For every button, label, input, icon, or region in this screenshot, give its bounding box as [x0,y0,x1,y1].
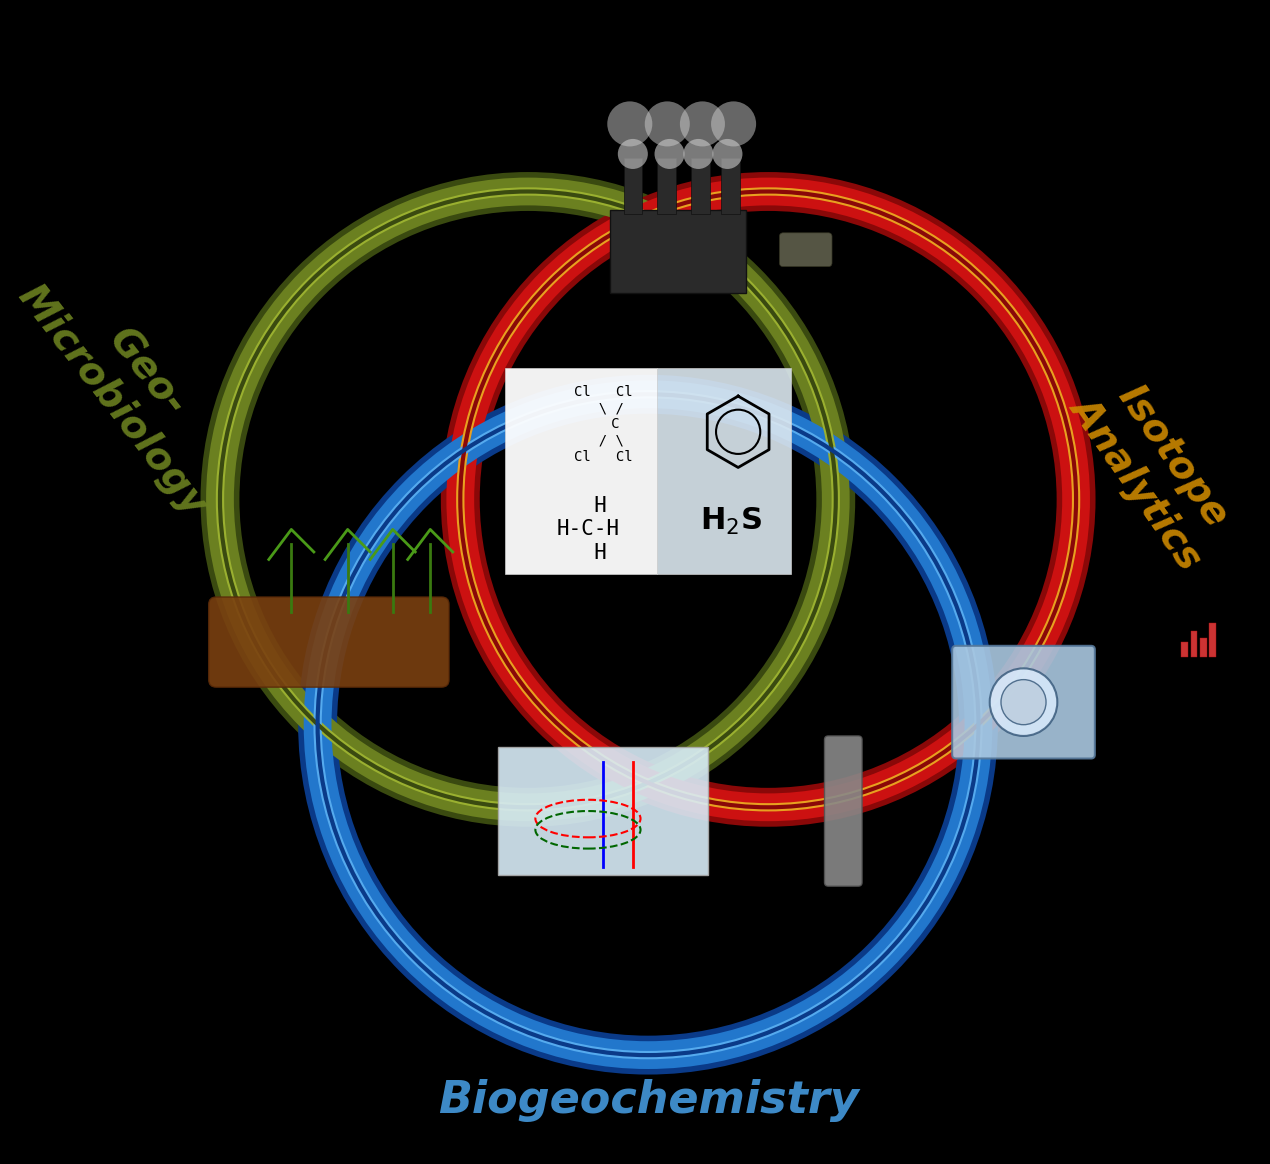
Circle shape [645,101,690,147]
FancyBboxPatch shape [657,368,791,575]
FancyBboxPatch shape [658,157,676,214]
FancyBboxPatch shape [1190,631,1198,658]
FancyBboxPatch shape [721,157,740,214]
Circle shape [1001,680,1046,725]
Text: Geo-
Microbiology: Geo- Microbiology [10,250,249,523]
Circle shape [616,139,645,169]
Text: H$_2$S: H$_2$S [700,506,762,538]
Circle shape [989,668,1058,736]
Text: Cl   Cl
  \ /
   C
  / \
Cl   Cl: Cl Cl \ / C / \ Cl Cl [574,385,632,463]
Circle shape [674,101,719,147]
FancyBboxPatch shape [505,368,657,575]
Text: Isotope
Analytics: Isotope Analytics [1064,363,1246,575]
FancyBboxPatch shape [498,747,709,875]
Circle shape [653,139,682,169]
Circle shape [714,139,743,169]
Circle shape [711,101,756,147]
FancyBboxPatch shape [780,233,832,267]
FancyBboxPatch shape [1181,643,1187,658]
Text: H
H-C-H
  H: H H-C-H H [556,496,620,562]
Circle shape [683,139,712,169]
FancyBboxPatch shape [1209,623,1217,658]
FancyBboxPatch shape [1200,638,1206,658]
FancyBboxPatch shape [208,597,450,687]
FancyBboxPatch shape [611,211,745,293]
FancyBboxPatch shape [824,736,862,886]
Text: Biogeochemistry: Biogeochemistry [438,1079,859,1122]
FancyBboxPatch shape [691,157,710,214]
FancyBboxPatch shape [952,646,1095,759]
Circle shape [613,101,658,147]
FancyBboxPatch shape [624,157,643,214]
